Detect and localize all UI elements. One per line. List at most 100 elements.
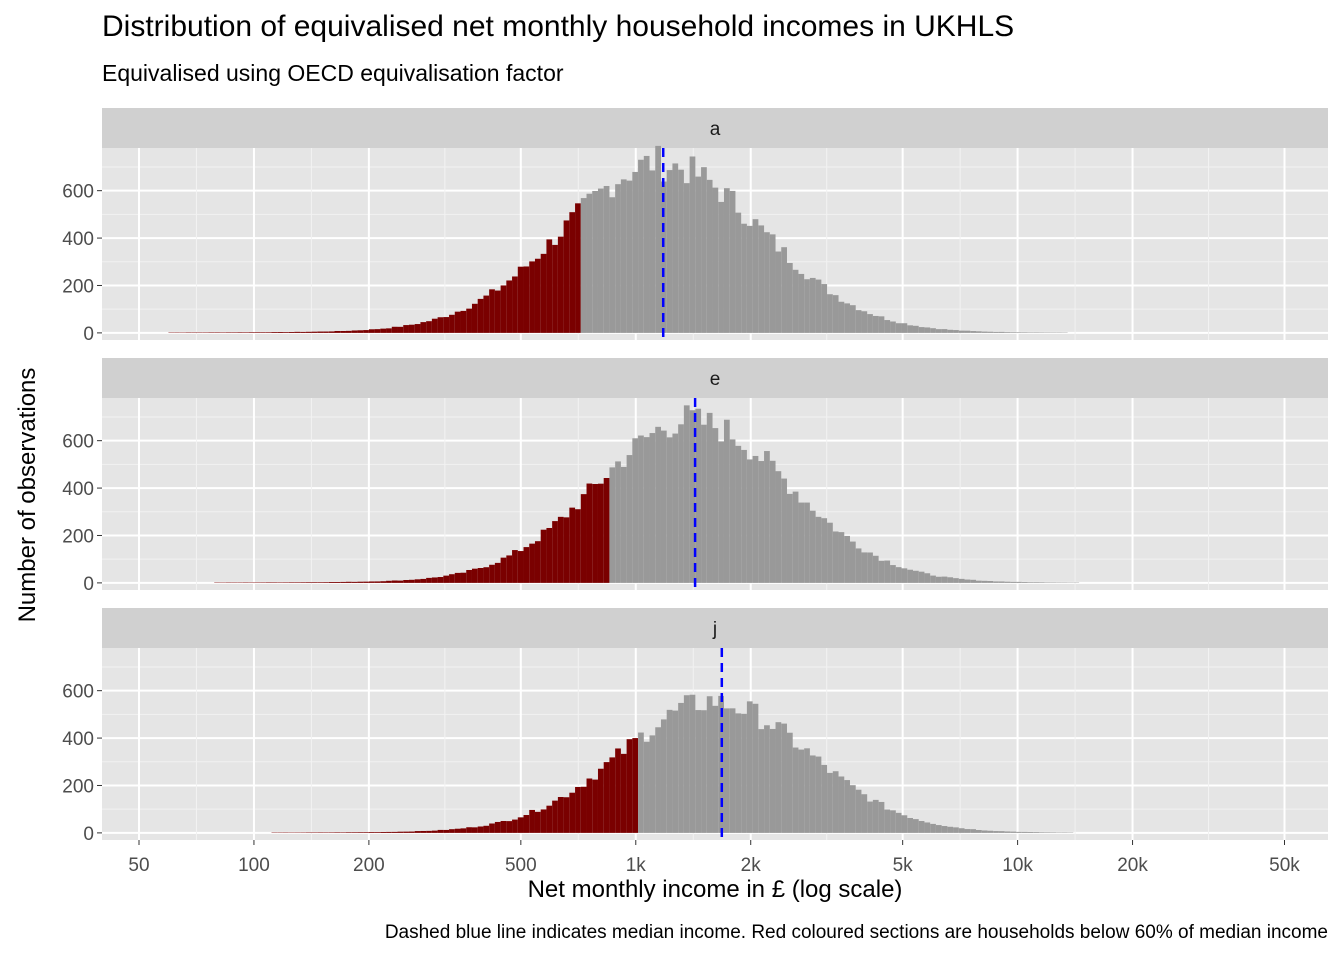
histogram-bar xyxy=(552,244,558,333)
histogram-bar xyxy=(746,459,753,583)
histogram-bar xyxy=(546,527,553,583)
histogram-bar xyxy=(489,289,495,333)
histogram-bar xyxy=(855,310,862,333)
histogram-bar xyxy=(340,832,346,833)
histogram-bar xyxy=(1004,831,1011,833)
histogram-bar xyxy=(340,330,346,333)
histogram-bar xyxy=(317,582,324,583)
histogram-bar xyxy=(615,748,621,833)
histogram-bar xyxy=(701,710,707,833)
histogram-bar xyxy=(924,822,931,833)
histogram-bar xyxy=(1033,832,1039,833)
histogram-bar xyxy=(723,419,730,583)
histogram-bar xyxy=(729,190,736,333)
histogram-bar xyxy=(449,574,455,583)
histogram-bar xyxy=(758,729,765,833)
histogram-bar xyxy=(345,832,352,833)
histogram-bar xyxy=(580,786,587,833)
histogram-bar xyxy=(225,332,232,333)
histogram-bar xyxy=(592,483,598,583)
histogram-bar xyxy=(809,755,816,833)
histogram-bar xyxy=(764,451,770,583)
histogram-bar xyxy=(953,827,959,833)
histogram-bar xyxy=(494,290,501,333)
histogram-bar xyxy=(718,441,724,583)
histogram-bar xyxy=(735,212,742,333)
histogram-bar xyxy=(517,551,524,583)
histogram-bar xyxy=(386,831,392,833)
histogram-bar xyxy=(1027,582,1034,583)
histogram-bar xyxy=(666,709,673,833)
histogram-bar xyxy=(872,315,879,333)
histogram-bar xyxy=(769,460,776,583)
histogram-bar xyxy=(288,582,295,583)
histogram-bar xyxy=(872,555,879,583)
histogram-bar xyxy=(317,331,324,333)
histogram-bar xyxy=(242,332,249,333)
histogram-bar xyxy=(815,756,822,833)
histogram-bar xyxy=(328,331,335,333)
histogram-bar xyxy=(907,569,913,583)
histogram-bar xyxy=(638,732,644,833)
histogram-bar xyxy=(958,578,965,583)
histogram-bar xyxy=(970,579,976,583)
histogram-bar xyxy=(454,828,461,833)
histogram-bar xyxy=(924,327,931,333)
histogram-bar xyxy=(271,332,278,333)
histogram-bar xyxy=(907,325,913,333)
histogram-bar xyxy=(586,193,593,333)
histogram-bar xyxy=(1027,831,1034,833)
histogram-bar xyxy=(546,239,553,333)
histogram-bar xyxy=(368,581,375,583)
facet-strip xyxy=(102,608,1328,648)
x-tick-label: 5k xyxy=(893,855,914,876)
y-tick-label: 600 xyxy=(62,432,94,453)
histogram-bar xyxy=(1038,832,1045,833)
y-tick-label: 600 xyxy=(62,682,94,703)
histogram-bar xyxy=(786,732,793,833)
histogram-bar xyxy=(300,331,306,333)
histogram-bar xyxy=(998,331,1005,333)
histogram-bar xyxy=(208,332,215,333)
histogram-bar xyxy=(832,771,839,833)
histogram-bar xyxy=(935,576,942,583)
histogram-bar xyxy=(1016,831,1022,833)
histogram-bar xyxy=(386,328,392,333)
histogram-bar xyxy=(838,532,845,583)
histogram-bar xyxy=(998,831,1005,833)
chart-subtitle: Equivalised using OECD equivalisation fa… xyxy=(102,60,564,86)
histogram-bar xyxy=(781,478,787,583)
histogram-bar xyxy=(1021,332,1028,333)
histogram-bar xyxy=(431,577,438,583)
histogram-bar xyxy=(741,449,747,583)
histogram-bar xyxy=(443,829,450,833)
histogram-bar xyxy=(666,437,673,583)
histogram-bar xyxy=(815,516,822,583)
chart-caption: Dashed blue line indicates median income… xyxy=(384,922,1328,943)
histogram-bar xyxy=(517,266,524,333)
histogram-bar xyxy=(947,826,954,833)
histogram-bar xyxy=(328,582,335,583)
histogram-bar xyxy=(924,573,931,583)
histogram-bar xyxy=(918,821,925,833)
histogram-bar xyxy=(918,327,925,333)
histogram-bar xyxy=(964,579,971,583)
histogram-bar xyxy=(947,577,954,583)
histogram-bar xyxy=(403,580,409,583)
histogram-bar xyxy=(1038,582,1045,583)
histogram-bar xyxy=(603,185,610,333)
histogram-bar xyxy=(540,529,547,583)
histogram-bar xyxy=(844,780,850,833)
histogram-bar xyxy=(844,535,850,583)
histogram-bar xyxy=(1004,332,1011,333)
histogram-bar xyxy=(408,324,415,333)
histogram-bar xyxy=(334,330,341,333)
y-tick-label: 0 xyxy=(83,824,94,845)
histogram-bar xyxy=(620,466,627,583)
histogram-bar xyxy=(861,311,868,333)
histogram-bar xyxy=(431,830,438,833)
histogram-bar xyxy=(1010,332,1017,333)
histogram-bar xyxy=(798,749,805,833)
histogram-bar xyxy=(368,832,375,833)
